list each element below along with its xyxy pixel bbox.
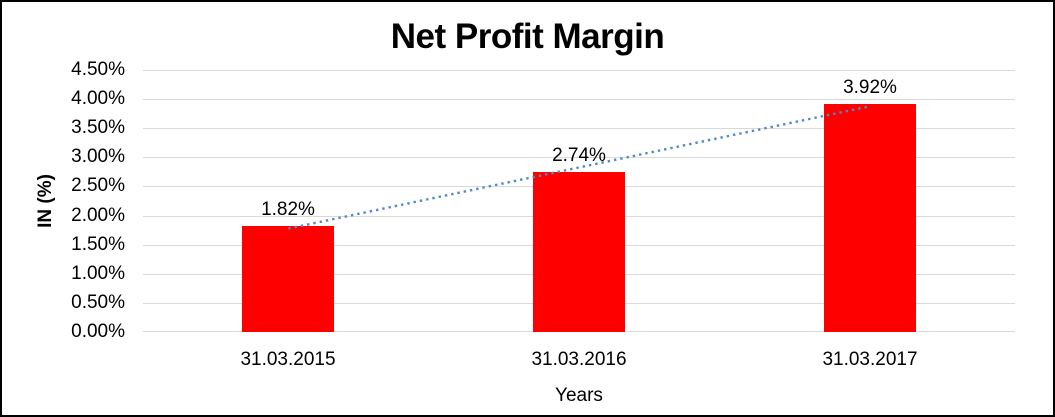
y-tick-label: 4.50%: [71, 59, 125, 80]
gridline: [143, 70, 1015, 71]
y-tick-label: 0.00%: [71, 321, 125, 342]
y-tick-label: 3.00%: [71, 146, 125, 167]
y-tick-label: 1.00%: [71, 263, 125, 284]
bar-data-label: 3.92%: [843, 77, 897, 98]
bar-data-label: 2.74%: [552, 145, 606, 166]
x-tick-label: 31.03.2016: [531, 349, 627, 370]
y-tick-label: 1.50%: [71, 234, 125, 255]
x-tick-label: 31.03.2017: [822, 349, 918, 370]
chart-title: Net Profit Margin: [390, 17, 665, 56]
gridline: [143, 99, 1015, 100]
y-tick-label: 0.50%: [71, 292, 125, 313]
bar-31.03.2017: [824, 104, 916, 332]
y-tick-label: 3.50%: [71, 117, 125, 138]
bar-31.03.2016: [533, 172, 625, 332]
y-tick-label: 4.00%: [71, 88, 125, 109]
y-tick-label: 2.00%: [71, 205, 125, 226]
x-axis-title: Years: [555, 385, 603, 406]
x-tick-label: 31.03.2015: [240, 349, 336, 370]
bar-data-label: 1.82%: [261, 199, 315, 220]
bar-31.03.2015: [242, 226, 334, 332]
y-tick-label: 2.50%: [71, 175, 125, 196]
